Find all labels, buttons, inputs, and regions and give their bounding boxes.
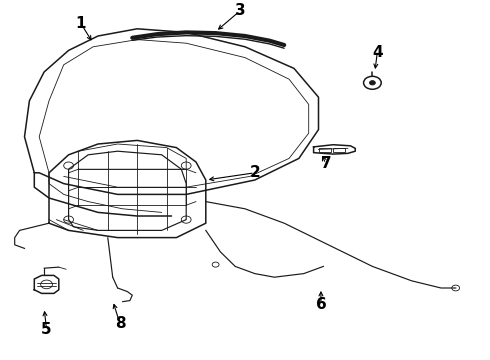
Bar xyxy=(333,148,345,152)
Bar xyxy=(318,148,331,152)
Text: 5: 5 xyxy=(41,322,52,337)
Text: 3: 3 xyxy=(235,3,245,18)
Text: 8: 8 xyxy=(115,316,125,332)
Text: 1: 1 xyxy=(75,16,86,31)
Text: 4: 4 xyxy=(372,45,383,60)
Text: 2: 2 xyxy=(249,165,260,180)
Text: 7: 7 xyxy=(320,156,331,171)
Text: 6: 6 xyxy=(316,297,326,312)
Circle shape xyxy=(369,81,375,85)
